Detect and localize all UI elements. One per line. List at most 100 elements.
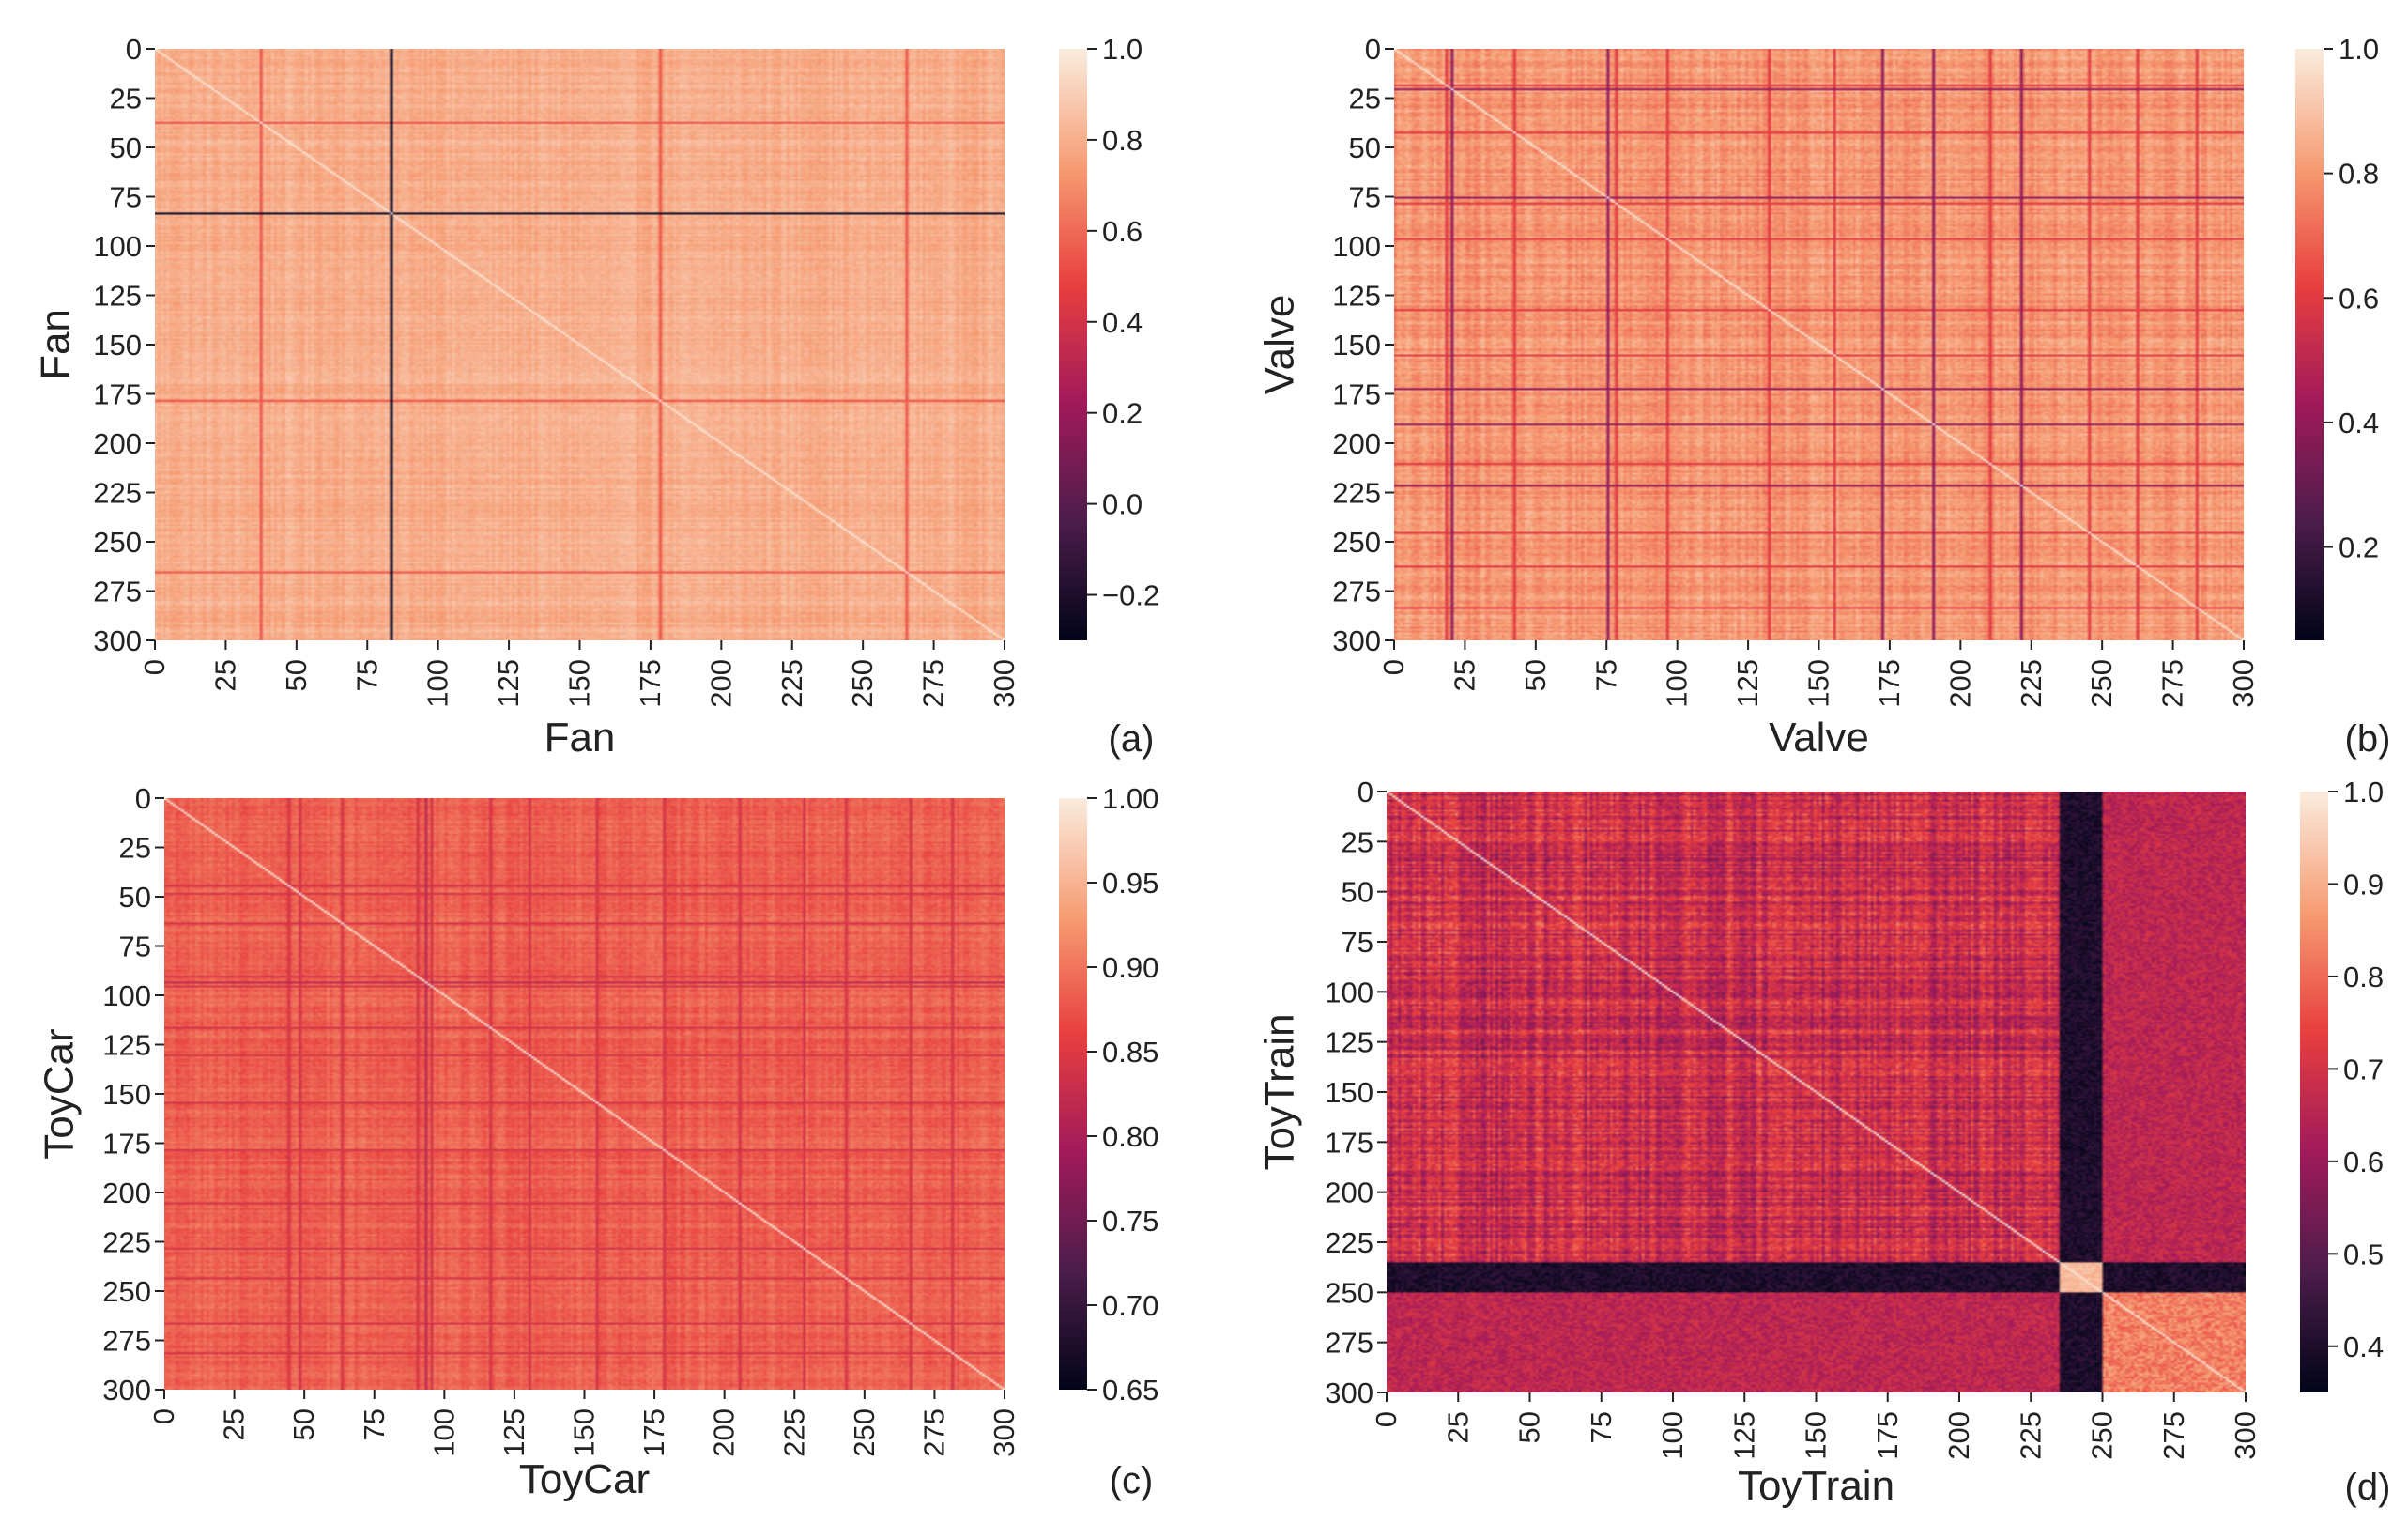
y-tick-label: 125 (1332, 280, 1381, 313)
colorbar-ticks-c: 1.00 0.95 0.90 0.85 0.80 0.75 0.70 0.65 (1087, 782, 1158, 1407)
colorbar-tick-label: 0.2 (1102, 397, 1143, 430)
y-tick-label: 75 (1342, 926, 1373, 959)
panel-c: 0 25 50 75 100 125 150 175 200 225 250 275 300 0 25 50… (36, 782, 1158, 1502)
y-tick-label: 225 (102, 1226, 151, 1259)
y-tick-label: 250 (1332, 526, 1381, 559)
y-tick-label: 200 (1332, 427, 1381, 460)
x-tick-label: 200 (1942, 1411, 1975, 1460)
x-tick-label: 0 (1370, 1411, 1403, 1427)
y-tick-label: 125 (102, 1029, 151, 1062)
x-axis-label-a: Fan (544, 715, 616, 761)
y-tick-label: 150 (1325, 1076, 1373, 1109)
x-tick-label: 50 (1513, 1411, 1546, 1443)
y-tick-label: 0 (1357, 776, 1373, 808)
x-tick-label: 50 (1519, 659, 1552, 691)
x-axis-label-b: Valve (1769, 715, 1869, 761)
y-tick-label: 175 (102, 1128, 151, 1161)
y-tick-label: 175 (1332, 378, 1381, 411)
y-tick-label: 150 (93, 329, 142, 362)
panel-b: 0 25 50 75 100 125 150 175 200 225 250 275 300 0 25 50… (1256, 33, 2390, 761)
colorbar-d (2300, 792, 2328, 1392)
x-tick-label: 25 (218, 1408, 251, 1440)
y-tick-label: 200 (1325, 1177, 1373, 1209)
x-tick-label: 175 (634, 659, 667, 708)
colorbar-tick-label: 0.75 (1102, 1205, 1158, 1238)
x-axis-label-c: ToyCar (519, 1456, 650, 1502)
colorbar-tick-label: 0.65 (1102, 1374, 1158, 1407)
y-ticks-d: 0 25 50 75 100 125 150 175 200 225 250 275 300 (1325, 776, 1387, 1409)
x-tick-label: 75 (1589, 659, 1622, 691)
y-tick-label: 50 (1342, 876, 1373, 909)
y-tick-label: 275 (1325, 1327, 1373, 1360)
x-tick-label: 100 (427, 1408, 460, 1457)
colorbar-tick-label: 0.8 (2343, 961, 2384, 993)
colorbar-tick-label: 0.6 (1102, 215, 1143, 248)
y-tick-label: 0 (126, 33, 142, 66)
x-tick-label: 150 (563, 659, 596, 708)
x-tick-label: 125 (1727, 1411, 1760, 1460)
x-tick-label: 175 (1871, 1411, 1904, 1460)
x-tick-label: 225 (2014, 1411, 2047, 1460)
y-axis-label-a: Fan (32, 309, 78, 380)
x-tick-label: 150 (1800, 1411, 1833, 1460)
colorbar-tick-label: 0.6 (2339, 282, 2379, 315)
x-tick-label: 250 (848, 1408, 881, 1457)
x-tick-label: 300 (2227, 659, 2260, 708)
y-tick-label: 300 (93, 624, 142, 657)
x-tick-label: 75 (358, 1408, 391, 1440)
colorbar-a (1059, 49, 1087, 640)
x-ticks-b: 0 25 50 75 100 125 150 175 200 225 250 275 300 (1377, 640, 2260, 708)
x-tick-label: 225 (777, 1408, 810, 1457)
colorbar-tick-label: 0.80 (1102, 1120, 1158, 1153)
y-tick-label: 0 (135, 782, 151, 815)
y-tick-label: 25 (1349, 83, 1381, 115)
colorbar-ticks-a: 1.0 0.8 0.6 0.4 0.2 0.0 −0.2 (1087, 33, 1159, 612)
y-tick-label: 0 (1365, 33, 1381, 66)
x-tick-label: 275 (917, 659, 950, 708)
x-tick-label: 100 (1656, 1411, 1689, 1460)
y-tick-label: 250 (102, 1275, 151, 1308)
x-tick-label: 175 (637, 1408, 670, 1457)
heatmap-b-cells (1394, 49, 2244, 640)
colorbar-tick-label: 1.0 (2339, 33, 2379, 66)
colorbar-tick-label: 0.4 (2343, 1331, 2384, 1363)
panel-d: 0 25 50 75 100 125 150 175 200 225 250 275 300 0 25 50… (1256, 776, 2390, 1509)
x-tick-label: 200 (1943, 659, 1976, 708)
x-ticks-d: 0 25 50 75 100 125 150 175 200 225 250 275 300 (1370, 1392, 2262, 1460)
x-tick-label: 25 (1448, 659, 1480, 691)
y-tick-label: 200 (102, 1177, 151, 1209)
y-tick-label: 100 (1332, 230, 1381, 263)
heatmap-c-cells (164, 798, 1005, 1390)
x-tick-label: 200 (708, 1408, 741, 1457)
x-tick-label: 275 (2156, 659, 2189, 708)
x-ticks-c: 0 25 50 75 100 125 150 175 200 225 250 275 300 (147, 1390, 1020, 1457)
x-tick-label: 75 (1585, 1411, 1618, 1443)
y-tick-label: 300 (102, 1374, 151, 1407)
y-tick-label: 150 (102, 1078, 151, 1111)
panel-label-a: (a) (1109, 718, 1155, 760)
x-tick-label: 75 (350, 659, 383, 691)
x-tick-label: 0 (147, 1408, 180, 1424)
y-tick-label: 250 (1325, 1276, 1373, 1309)
colorbar-tick-label: 1.00 (1102, 782, 1158, 815)
colorbar-tick-label: 0.85 (1102, 1036, 1158, 1069)
y-tick-label: 275 (102, 1325, 151, 1358)
y-tick-label: 25 (1342, 825, 1373, 858)
panel-label-d: (d) (2345, 1467, 2391, 1508)
y-axis-label-d: ToyTrain (1256, 1013, 1302, 1170)
colorbar-tick-label: 0.90 (1102, 951, 1158, 984)
y-tick-label: 125 (93, 280, 142, 313)
y-axis-label-c: ToyCar (36, 1028, 82, 1159)
y-tick-label: 150 (1332, 329, 1381, 362)
colorbar-tick-label: −0.2 (1102, 579, 1159, 612)
y-tick-label: 75 (119, 931, 151, 963)
colorbar-c (1059, 798, 1087, 1390)
x-tick-label: 0 (138, 659, 171, 675)
y-tick-label: 175 (1325, 1126, 1373, 1159)
colorbar-tick-label: 0.4 (1102, 306, 1143, 339)
y-tick-label: 75 (110, 181, 142, 214)
x-axis-label-d: ToyTrain (1738, 1463, 1894, 1509)
y-tick-label: 200 (93, 427, 142, 460)
y-tick-label: 25 (119, 832, 151, 865)
y-tick-label: 300 (1332, 624, 1381, 657)
